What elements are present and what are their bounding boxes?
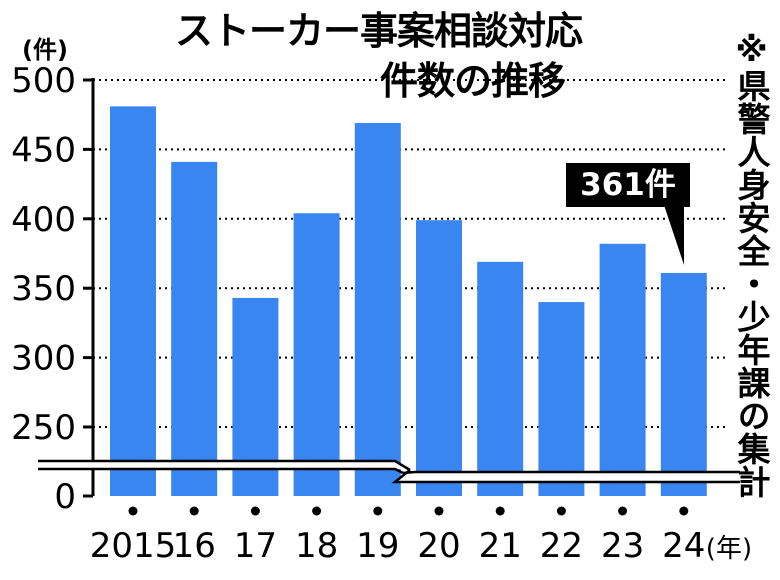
category-dot-24 bbox=[679, 506, 689, 516]
x-tick-label-22: 22 bbox=[540, 526, 583, 566]
axis-break-line-lower-left bbox=[38, 467, 404, 475]
category-dot-2015 bbox=[128, 506, 138, 516]
x-tick-label-24: 24 bbox=[662, 526, 705, 566]
y-tick-label-400: 400 bbox=[11, 200, 76, 240]
x-unit-label: (年) bbox=[706, 534, 752, 564]
bar-19 bbox=[354, 123, 401, 496]
bar-2015 bbox=[110, 106, 156, 496]
bar-20 bbox=[416, 220, 462, 497]
chart-title-line1: ストーカー事案相談対応 bbox=[175, 9, 583, 53]
y-tick-label-450: 450 bbox=[11, 130, 76, 170]
y-tick-label-350: 350 bbox=[11, 269, 76, 309]
y-tick-labels: 0 250 300 350 400 450 500 bbox=[11, 61, 76, 517]
callout-pointer bbox=[664, 205, 684, 265]
axis-break-band bbox=[38, 461, 740, 482]
bar-22 bbox=[538, 302, 585, 496]
y-tick-label-500: 500 bbox=[11, 61, 76, 101]
x-tick-label-17: 17 bbox=[234, 526, 277, 566]
x-tick-label-2015: 2015 bbox=[90, 526, 177, 566]
x-tick-label-16: 16 bbox=[173, 526, 216, 566]
bar-18 bbox=[293, 213, 340, 497]
category-dots bbox=[128, 506, 689, 516]
value-callout: 361件 bbox=[566, 163, 690, 207]
category-dot-23 bbox=[618, 506, 628, 516]
category-dot-17 bbox=[250, 506, 260, 516]
x-tick-label-18: 18 bbox=[295, 526, 338, 566]
x-tick-label-21: 21 bbox=[479, 526, 522, 566]
category-dot-19 bbox=[373, 506, 383, 516]
category-dot-18 bbox=[312, 506, 322, 516]
bar-16 bbox=[171, 161, 218, 496]
axis-break-line-upper-right bbox=[402, 470, 740, 475]
y-tick-label-300: 300 bbox=[11, 339, 76, 379]
category-dot-16 bbox=[189, 506, 199, 516]
bar-24 bbox=[660, 272, 707, 496]
category-dot-21 bbox=[495, 506, 505, 516]
x-tick-label-20: 20 bbox=[417, 526, 460, 566]
x-tick-label-19: 19 bbox=[356, 526, 399, 566]
callout-pointer bbox=[664, 205, 684, 265]
x-tick-label-23: 23 bbox=[601, 526, 644, 566]
category-dot-22 bbox=[556, 506, 566, 516]
bar-23 bbox=[599, 243, 646, 496]
category-dot-20 bbox=[434, 506, 444, 516]
chart-title-line2: 件数の推移 bbox=[380, 59, 566, 103]
bar-21 bbox=[477, 261, 524, 496]
y-unit-label: (件) bbox=[22, 36, 68, 64]
gridlines bbox=[83, 78, 726, 498]
y-tick-label-0: 0 bbox=[54, 477, 76, 517]
axis-break bbox=[38, 459, 740, 484]
y-tick-label-250: 250 bbox=[11, 408, 76, 448]
axis-break-line-upper-left bbox=[38, 459, 411, 472]
source-note: ※県警人身安全・少年課の集計 bbox=[732, 30, 771, 498]
